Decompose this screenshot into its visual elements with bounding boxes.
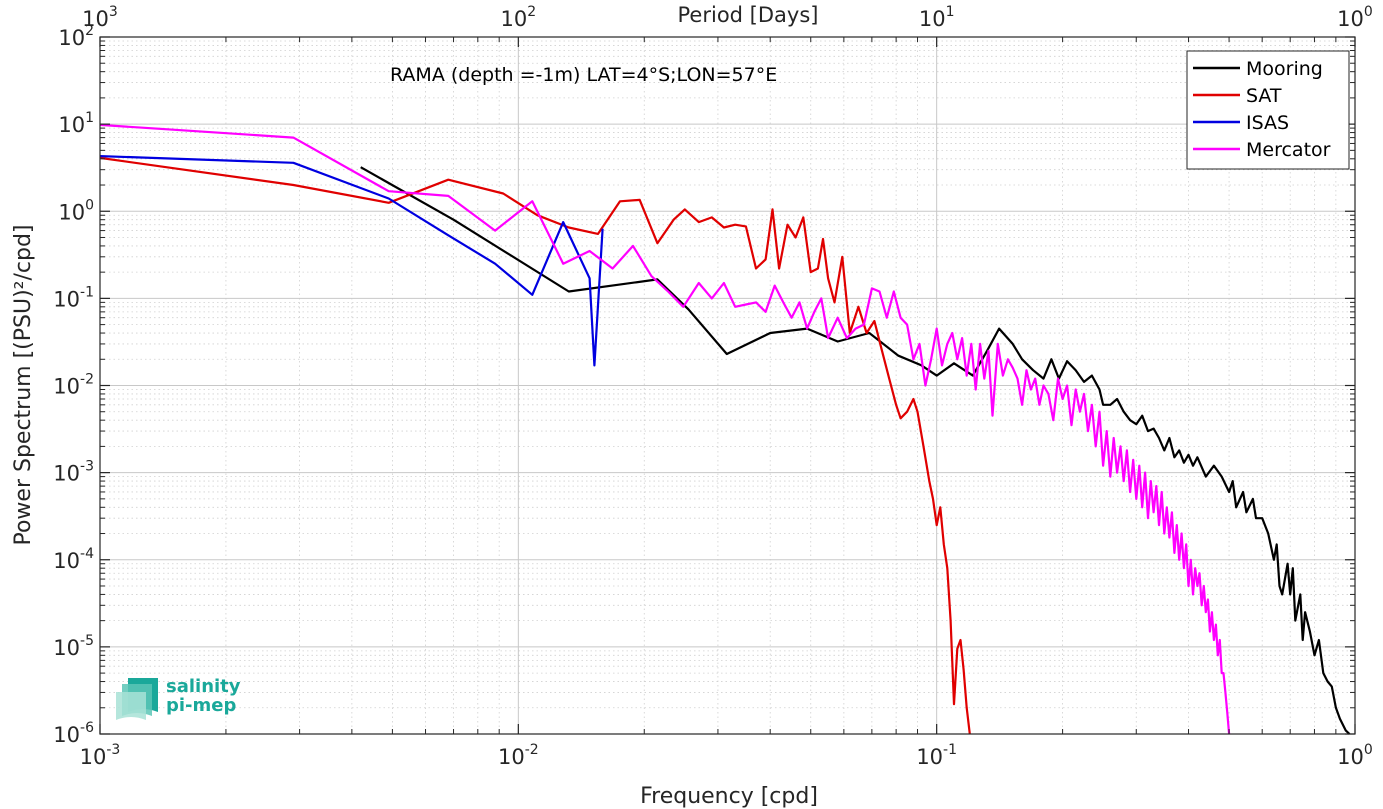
series-line-sat	[99, 156, 971, 735]
legend: Mooring SAT ISAS Mercator	[1186, 50, 1350, 170]
y-axis-label: Power Spectrum [(PSU)²/cpd]	[11, 224, 36, 545]
y-tick-label: 102	[58, 23, 94, 50]
x-tick-label: 10-1	[916, 742, 957, 769]
chart-annotation: RAMA (depth =-1m) LAT=4°S;LON=57°E	[390, 64, 777, 86]
legend-label-mercator: Mercator	[1246, 139, 1331, 161]
legend-label-mooring: Mooring	[1246, 58, 1323, 80]
y-tick-label: 10-6	[53, 720, 94, 747]
top-tick-label: 102	[501, 4, 537, 31]
x-tick-label: 100	[1337, 742, 1373, 769]
top-axis-label: Period [Days]	[678, 3, 819, 27]
salinity-pi-mep-logo: salinity pi-mep	[116, 676, 241, 720]
ticks	[99, 36, 1356, 735]
y-tick-label: 10-2	[53, 372, 94, 399]
y-tick-label: 10-4	[53, 546, 94, 573]
y-tick-labels: 10-6 10-5 10-4 10-3 10-2 10-1 100 101 102	[53, 23, 94, 747]
y-tick-label: 10-5	[53, 633, 94, 660]
top-tick-labels: 103 102 101 100	[82, 4, 1373, 31]
series-line-mercator	[99, 123, 1231, 735]
logo-text-line2: pi-mep	[166, 695, 236, 716]
logo-text-line1: salinity	[166, 676, 241, 697]
series-layer	[99, 123, 1351, 735]
legend-label-isas: ISAS	[1246, 112, 1289, 134]
y-tick-label: 101	[58, 110, 94, 137]
top-tick-label: 101	[919, 4, 955, 31]
logo-wave-icon-3	[116, 692, 146, 720]
x-tick-label: 10-2	[498, 742, 539, 769]
top-tick-label: 100	[1337, 4, 1373, 31]
legend-label-sat: SAT	[1246, 85, 1282, 107]
top-tick-label: 103	[82, 4, 118, 31]
series-line-isas	[99, 155, 604, 367]
minor-grid	[100, 37, 1355, 734]
y-tick-label: 10-1	[53, 284, 94, 311]
y-tick-label: 10-3	[53, 459, 94, 486]
series-line-mooring	[360, 166, 1351, 735]
x-tick-label: 10-3	[80, 742, 121, 769]
x-axis-label: Frequency [cpd]	[640, 784, 818, 809]
y-tick-label: 100	[58, 197, 94, 224]
x-tick-labels: 10-3 10-2 10-1 100	[80, 742, 1373, 769]
